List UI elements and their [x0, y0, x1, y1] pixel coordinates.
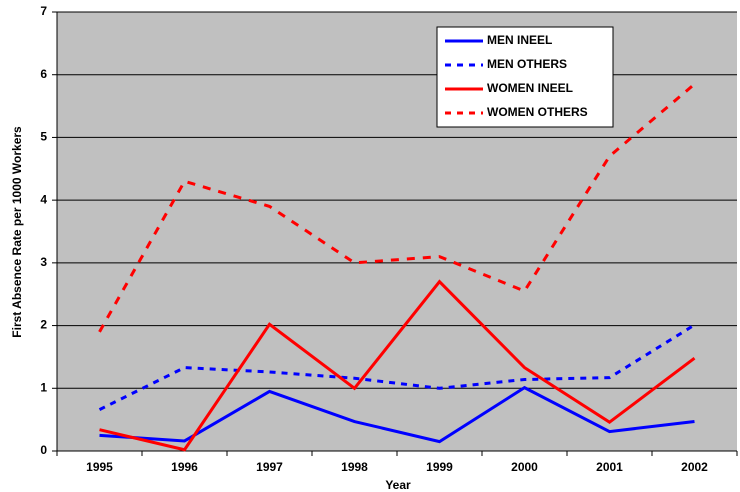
y-tick-label: 1 — [40, 380, 47, 394]
series-line — [98, 323, 696, 411]
series-line — [99, 385, 695, 444]
x-tick-label: 2000 — [511, 460, 538, 474]
plot-area — [57, 12, 737, 451]
x-tick-label: 1995 — [86, 460, 113, 474]
y-axis-label: First Absence Rate per 1000 Workers — [10, 126, 24, 338]
series-line — [99, 279, 696, 452]
y-tick-label: 0 — [40, 443, 47, 457]
x-tick-label: 1997 — [256, 460, 283, 474]
y-tick-label: 4 — [40, 192, 47, 206]
y-tick-label: 7 — [40, 4, 47, 18]
series-line — [98, 82, 696, 333]
x-tick-label: 2001 — [596, 460, 623, 474]
x-tick-label: 1996 — [171, 460, 198, 474]
x-tick-label: 1998 — [341, 460, 368, 474]
legend-label: MEN OTHERS — [487, 57, 567, 71]
y-tick-label: 5 — [40, 130, 47, 144]
x-tick-label: 2002 — [681, 460, 708, 474]
legend-box — [436, 26, 614, 128]
legend-label: MEN INEEL — [487, 33, 552, 47]
legend-label: WOMEN INEEL — [487, 81, 573, 95]
y-tick-label: 6 — [40, 67, 47, 81]
legend-label: WOMEN OTHERS — [487, 105, 588, 119]
y-tick-label: 2 — [40, 318, 47, 332]
x-axis-label: Year — [385, 478, 411, 492]
x-tick-label: 1999 — [426, 460, 453, 474]
y-tick-label: 3 — [40, 255, 47, 269]
